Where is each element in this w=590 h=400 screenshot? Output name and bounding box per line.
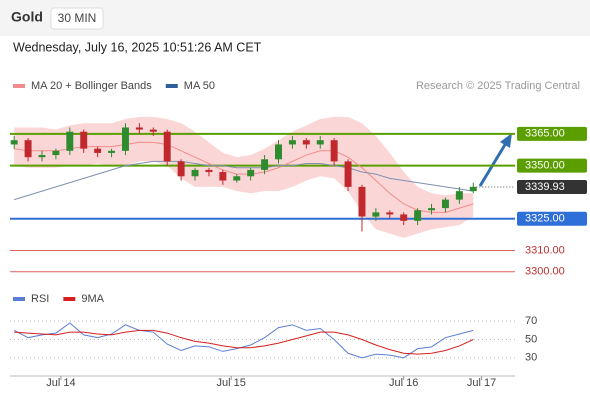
level-label: 3365.00: [525, 128, 565, 140]
candle-body: [24, 140, 32, 158]
level-label: 3300.00: [525, 266, 565, 278]
x-tick-label: Jul 17: [467, 377, 496, 389]
candle-body: [261, 159, 269, 170]
candle-body: [358, 186, 366, 217]
level-box: [517, 126, 587, 141]
y-tick-label: 50: [525, 333, 537, 345]
forecast-arrowhead: [500, 133, 512, 148]
candle-body: [441, 199, 449, 209]
candle-body: [233, 176, 241, 181]
forecast-arrow: [478, 142, 508, 187]
candle-body: [455, 191, 463, 200]
last-price-box: [517, 180, 587, 195]
legend-swatch: [63, 297, 76, 301]
candle-body: [163, 131, 171, 162]
interval: 30 MIN: [58, 11, 97, 25]
candle-body: [288, 140, 296, 145]
candle-body: [38, 155, 46, 158]
candle-body: [247, 169, 255, 177]
candle-body: [52, 150, 60, 156]
candle-body: [302, 140, 310, 145]
legend-label: MA 50: [184, 80, 215, 92]
ma-line: [14, 141, 474, 213]
level-label: 3310.00: [525, 244, 565, 256]
bollinger-band: [14, 116, 474, 238]
legend-label: RSI: [31, 293, 49, 305]
candle-body: [428, 208, 436, 211]
candle-body: [386, 212, 394, 215]
candle-body: [121, 127, 129, 151]
x-tick-label: Jul 16: [389, 377, 418, 389]
candle-body: [149, 129, 157, 132]
candle-body: [205, 169, 213, 173]
candle-body: [316, 140, 324, 145]
candle-body: [177, 161, 185, 177]
candle-body: [135, 127, 143, 130]
candle-body: [414, 210, 422, 221]
y-tick-label: 70: [525, 315, 537, 327]
candle-body: [344, 161, 352, 187]
symbol: Gold: [11, 9, 43, 25]
candle-body: [80, 131, 88, 149]
level-label: 3350.00: [525, 160, 565, 172]
level-label: 3325.00: [525, 213, 565, 225]
candle-body: [219, 172, 227, 181]
level-box: [517, 158, 587, 173]
candle-body: [330, 140, 338, 162]
x-tick-label: Jul 15: [217, 377, 246, 389]
candle-body: [275, 144, 282, 160]
ma-line: [14, 160, 474, 201]
legend-label: MA 20 + Bollinger Bands: [31, 80, 152, 92]
candle-body: [191, 169, 199, 177]
candle-body: [372, 212, 380, 217]
interval-box: [50, 7, 104, 30]
level-box: [517, 211, 587, 226]
credit: Research © 2025 Trading Central: [416, 80, 580, 92]
y-tick-label: 30: [525, 352, 537, 364]
candle-body: [469, 186, 477, 192]
candle-body: [400, 214, 408, 221]
candle-body: [66, 131, 74, 151]
legend-swatch: [13, 297, 25, 301]
timestamp: Wednesday, July 16, 2025 10:51:26 AM CET: [13, 40, 262, 54]
candle-body: [108, 150, 116, 153]
legend-swatch: [13, 84, 25, 88]
legend-label: 9MA: [81, 293, 104, 305]
legend-swatch: [165, 84, 178, 88]
candle-body: [10, 140, 18, 145]
candle-body: [94, 148, 102, 153]
rsi-line: [14, 329, 474, 355]
x-tick-label: Jul 14: [46, 377, 75, 389]
rsi-line: [13, 322, 474, 359]
last-price-label: 3339.93: [525, 181, 565, 193]
